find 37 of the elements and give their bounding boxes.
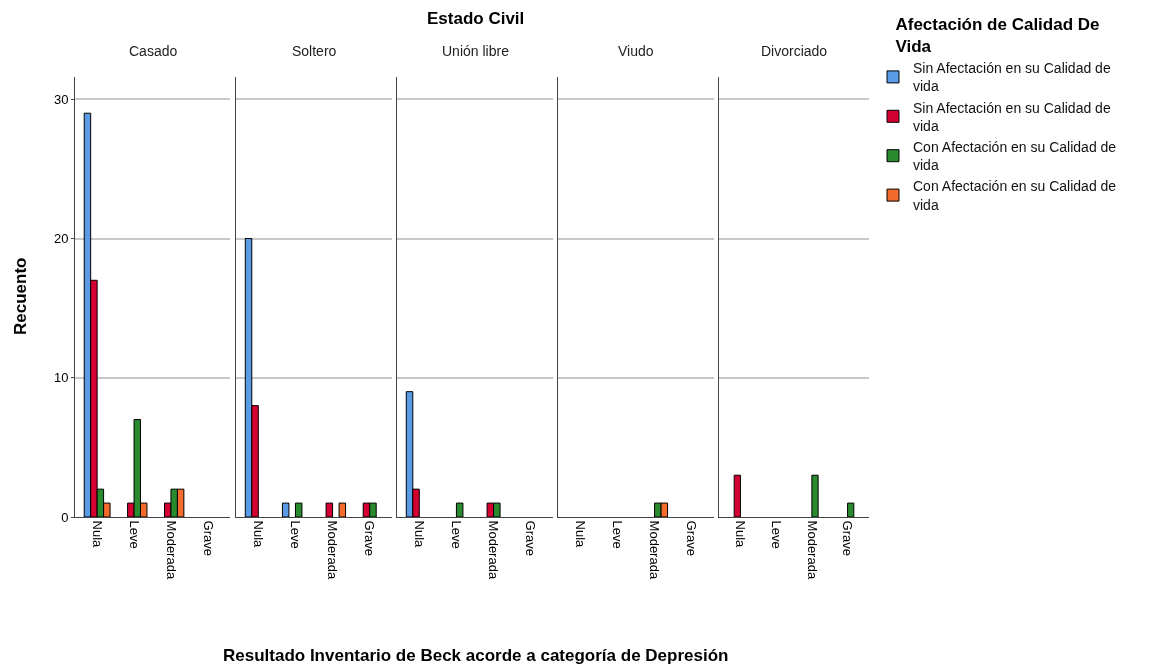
x-axis-title: Resultado Inventario de Beck acorde a categoría de Depresión bbox=[223, 646, 729, 665]
x-tick-label: Moderada bbox=[163, 520, 179, 580]
x-tick-label: Nula bbox=[251, 520, 267, 549]
x-tick-label: Leve bbox=[126, 520, 142, 549]
x-tick-label: Moderada bbox=[486, 520, 502, 580]
y-tick-label: 0 bbox=[61, 509, 69, 525]
legend-label: Sin Afectación en su Calidad de vida bbox=[913, 99, 1111, 134]
x-tick-label: Nula bbox=[89, 520, 105, 549]
x-tick-label: Nula bbox=[733, 520, 749, 549]
legend-label: Con Afectación en su Calidad de vida bbox=[913, 178, 1117, 213]
legend-title: Afectación de Calidad De Vida bbox=[895, 15, 1100, 57]
x-tick-label: Grave bbox=[840, 520, 856, 557]
chart-title: Casado bbox=[129, 43, 178, 59]
y-axis-title: Recuento bbox=[11, 257, 30, 335]
legend-label: Sin Afectación en su Calidad de vida bbox=[913, 60, 1111, 95]
x-tick-label: Grave bbox=[523, 520, 539, 557]
chart-title: Unión libre bbox=[442, 43, 510, 59]
y-tick-label: 30 bbox=[53, 91, 69, 107]
x-tick-label: Leve bbox=[288, 520, 304, 549]
text: Estado Civil bbox=[427, 9, 525, 28]
chart-title: Divorciado bbox=[761, 43, 828, 59]
x-tick-label: Grave bbox=[362, 520, 378, 557]
y-tick-label: 20 bbox=[53, 231, 69, 247]
y-tick-label: 10 bbox=[53, 370, 69, 386]
x-tick-label: Nula bbox=[412, 520, 428, 549]
x-tick-label: Moderada bbox=[804, 520, 820, 580]
x-tick-label: Leve bbox=[768, 520, 784, 549]
legend-label: Con Afectación en su Calidad de vida bbox=[913, 139, 1117, 174]
x-tick-label: Nula bbox=[573, 520, 589, 549]
x-tick-label: Grave bbox=[684, 520, 700, 557]
x-tick-label: Leve bbox=[610, 520, 626, 549]
x-tick-label: Grave bbox=[200, 520, 216, 557]
chart-title: Soltero bbox=[292, 43, 337, 59]
chart-title: Viudo bbox=[618, 43, 654, 59]
x-tick-label: Moderada bbox=[647, 520, 663, 580]
x-tick-label: Moderada bbox=[325, 520, 341, 580]
x-tick-label: Leve bbox=[449, 520, 465, 549]
